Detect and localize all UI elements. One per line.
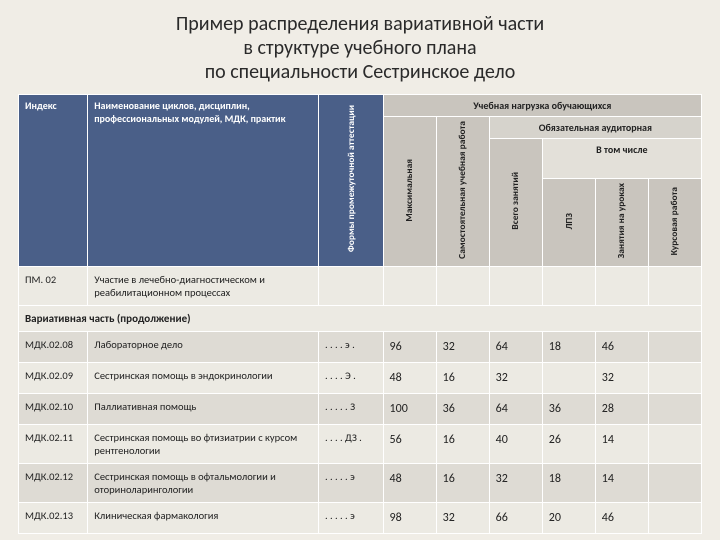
cell-forms: . . . . Э . xyxy=(318,362,383,393)
cell-lpz: 18 xyxy=(542,331,595,362)
cell-lessons: 46 xyxy=(595,331,648,362)
col-max-label: Максимальная xyxy=(404,159,414,222)
col-self-label: Самостоятельная учебная работа xyxy=(457,121,469,259)
cell-forms: . . . . э . xyxy=(318,331,383,362)
section-label: Вариативная часть (продолжение) xyxy=(19,305,702,331)
col-lpz-label: ЛПЗ xyxy=(564,213,574,230)
cell-idx: МДК.02.13 xyxy=(19,502,88,533)
col-lpz-header: ЛПЗ xyxy=(542,179,595,266)
cell-max: 56 xyxy=(383,424,436,463)
cell-max: 48 xyxy=(383,362,436,393)
cell-lpz: 36 xyxy=(542,393,595,424)
cell-idx: МДК.02.10 xyxy=(19,393,88,424)
cell-max: 98 xyxy=(383,502,436,533)
cell-self: 16 xyxy=(436,424,489,463)
cell-name: Сестринская помощь в эндокринологии xyxy=(88,362,319,393)
cell-total: 66 xyxy=(489,502,542,533)
table-row: МДК.02.08Лабораторное дело. . . . э .963… xyxy=(19,331,702,362)
cell-total: 64 xyxy=(489,331,542,362)
cell-total: 32 xyxy=(489,463,542,502)
cell-name: Лабораторное дело xyxy=(88,331,319,362)
cell-forms: . . . . . э xyxy=(318,502,383,533)
cell-self: 36 xyxy=(436,393,489,424)
cell-idx: МДК.02.09 xyxy=(19,362,88,393)
cell-lessons: 28 xyxy=(595,393,648,424)
cell-name: Сестринская помощь в офтальмологии и ото… xyxy=(88,463,319,502)
pm-c5 xyxy=(595,266,648,305)
table-row: МДК.02.13Клиническая фармакология. . . .… xyxy=(19,502,702,533)
cell-cw xyxy=(648,362,701,393)
cell-lpz xyxy=(542,362,595,393)
header-row-1: Индекс Наименование циклов, дисциплин, п… xyxy=(19,95,702,117)
table-row: МДК.02.12Сестринская помощь в офтальмоло… xyxy=(19,463,702,502)
slide: Пример распределения вариативной части в… xyxy=(0,0,720,540)
cell-max: 100 xyxy=(383,393,436,424)
cell-self: 32 xyxy=(436,502,489,533)
cell-cw xyxy=(648,502,701,533)
cell-lessons: 14 xyxy=(595,424,648,463)
pm-name: Участие в лечебно-диагностическом и реаб… xyxy=(88,266,319,305)
pm-c6 xyxy=(648,266,701,305)
section-row: Вариативная часть (продолжение) xyxy=(19,305,702,331)
cell-self: 32 xyxy=(436,331,489,362)
cell-lpz: 26 xyxy=(542,424,595,463)
cell-total: 40 xyxy=(489,424,542,463)
cell-lpz: 18 xyxy=(542,463,595,502)
col-index-header: Индекс xyxy=(19,95,88,267)
col-max-header: Максимальная xyxy=(383,117,436,267)
cell-name: Клиническая фармакология xyxy=(88,502,319,533)
cell-lessons: 14 xyxy=(595,463,648,502)
col-including-header: В том числе xyxy=(542,139,701,179)
cell-self: 16 xyxy=(436,463,489,502)
pm-c4 xyxy=(542,266,595,305)
cell-max: 48 xyxy=(383,463,436,502)
col-workload-header: Учебная нагрузка обучающихся xyxy=(383,95,701,117)
table-row: МДК.02.10Паллиативная помощь. . . . . З1… xyxy=(19,393,702,424)
cell-idx: МДК.02.08 xyxy=(19,331,88,362)
cell-name: Сестринская помощь во фтизиатрии с курсо… xyxy=(88,424,319,463)
col-total-label: Всего занятий xyxy=(510,172,520,230)
cell-lessons: 46 xyxy=(595,502,648,533)
pm-forms xyxy=(318,266,383,305)
col-coursework-header: Курсовая работа xyxy=(648,179,701,266)
curriculum-table: Индекс Наименование циклов, дисциплин, п… xyxy=(18,94,702,534)
table-row: МДК.02.09Сестринская помощь в эндокринол… xyxy=(19,362,702,393)
cell-lessons: 32 xyxy=(595,362,648,393)
cell-lpz: 20 xyxy=(542,502,595,533)
col-self-header: Самостоятельная учебная работа xyxy=(436,117,489,267)
pm-index: ПМ. 02 xyxy=(19,266,88,305)
col-forms-label: Формы промежуточной аттестации xyxy=(346,105,356,252)
pm-c3 xyxy=(489,266,542,305)
col-lessons-label: Занятия на уроках xyxy=(616,183,628,258)
pm-row: ПМ. 02 Участие в лечебно-диагностическом… xyxy=(19,266,702,305)
slide-title: Пример распределения вариативной части в… xyxy=(18,12,702,84)
col-name-header: Наименование циклов, дисциплин, професси… xyxy=(88,95,319,267)
pm-c1 xyxy=(383,266,436,305)
cell-forms: . . . . . э xyxy=(318,463,383,502)
cell-total: 64 xyxy=(489,393,542,424)
table-row: МДК.02.11Сестринская помощь во фтизиатри… xyxy=(19,424,702,463)
cell-total: 32 xyxy=(489,362,542,393)
col-mandatory-header: Обязательная аудиторная xyxy=(489,117,701,139)
cell-cw xyxy=(648,331,701,362)
cell-cw xyxy=(648,393,701,424)
cell-name: Паллиативная помощь xyxy=(88,393,319,424)
col-forms-header: Формы промежуточной аттестации xyxy=(318,95,383,267)
cell-forms: . . . . ДЗ . xyxy=(318,424,383,463)
cell-cw xyxy=(648,463,701,502)
cell-max: 96 xyxy=(383,331,436,362)
cell-idx: МДК.02.12 xyxy=(19,463,88,502)
col-coursework-label: Курсовая работа xyxy=(669,187,681,255)
pm-c2 xyxy=(436,266,489,305)
cell-self: 16 xyxy=(436,362,489,393)
col-lessons-header: Занятия на уроках xyxy=(595,179,648,266)
cell-cw xyxy=(648,424,701,463)
cell-idx: МДК.02.11 xyxy=(19,424,88,463)
cell-forms: . . . . . З xyxy=(318,393,383,424)
col-total-header: Всего занятий xyxy=(489,139,542,267)
